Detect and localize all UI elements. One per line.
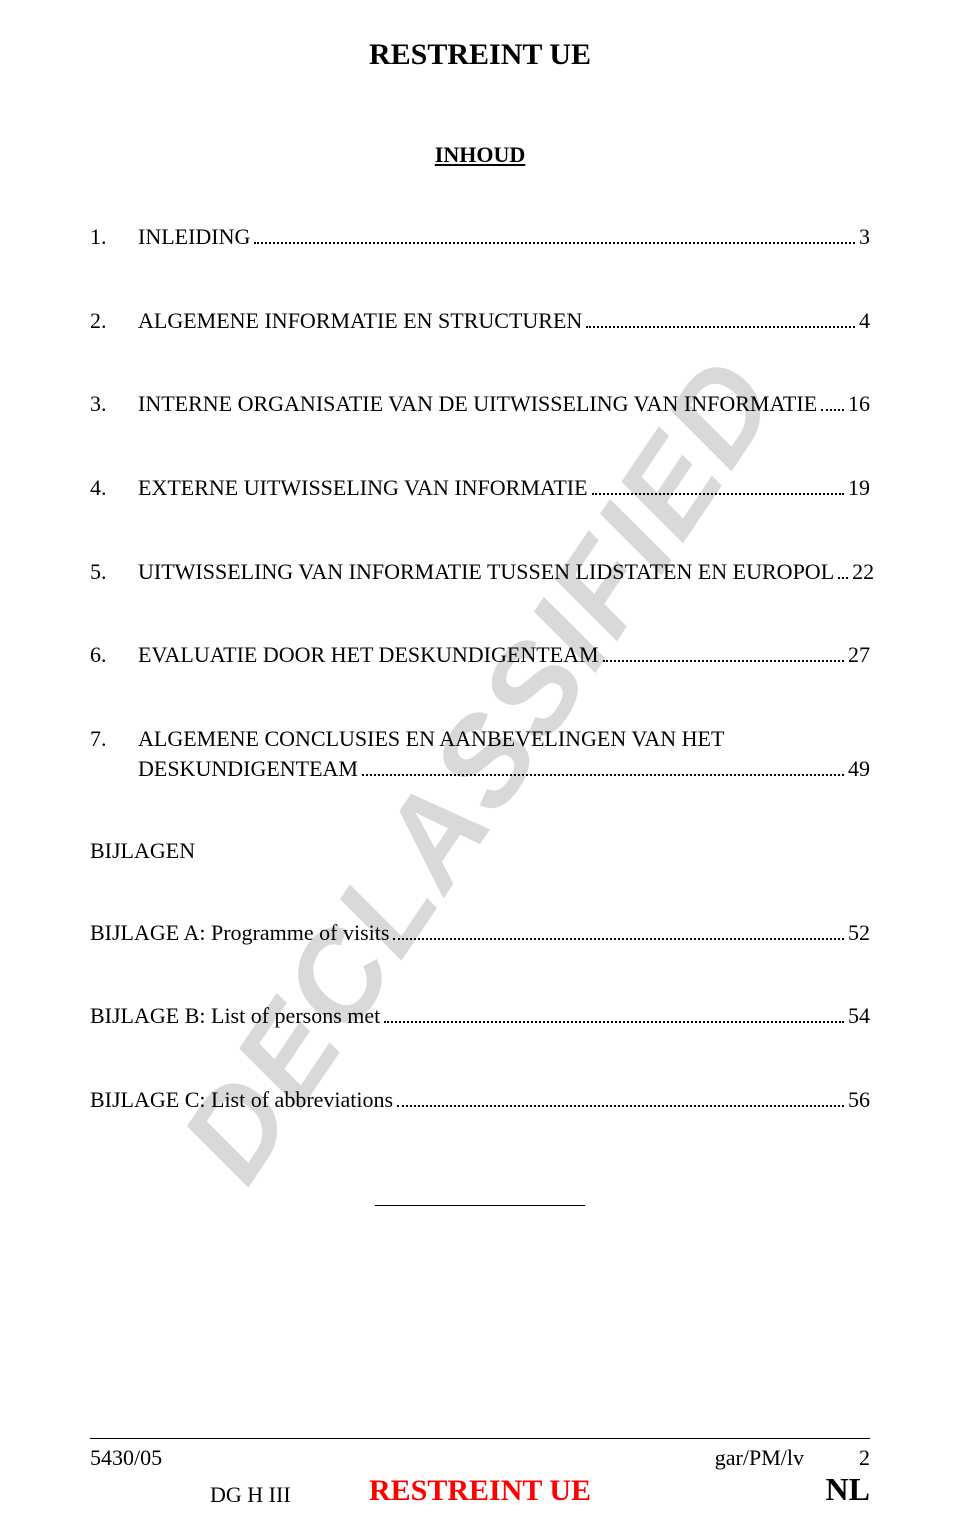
toc-entry-page: 27 (848, 640, 870, 670)
toc-entry-page: 16 (848, 389, 870, 419)
toc-entry: 5. UITWISSELING VAN INFORMATIE TUSSEN LI… (90, 557, 870, 587)
footer-doc-ref: 5430/05 (90, 1445, 369, 1471)
toc-leader-dots (838, 577, 848, 579)
toc-leader-dots (586, 326, 855, 328)
toc-entry-num: 2. (90, 306, 138, 336)
header-classification: RESTREINT UE (90, 38, 870, 72)
toc-leader-dots (384, 1021, 844, 1023)
toc-entry-page: 3 (859, 222, 870, 252)
annex-entry-text: BIJLAGE B: List of persons met (90, 1001, 380, 1031)
toc-entry-num: 7. (90, 724, 138, 754)
toc-entry: 7. ALGEMENE CONCLUSIES EN AANBEVELINGEN … (90, 724, 870, 783)
toc-entry-num: 6. (90, 640, 138, 670)
annex-entry: BIJLAGE B: List of persons met 54 (90, 1001, 870, 1031)
toc-leader-dots (603, 660, 844, 662)
annex-entry: BIJLAGE A: Programme of visits 52 (90, 918, 870, 948)
toc-entry: 2. ALGEMENE INFORMATIE EN STRUCTUREN 4 (90, 306, 870, 336)
footer-page-number: 2 (859, 1445, 870, 1470)
toc-leader-dots (362, 774, 844, 776)
annex-entry-page: 54 (848, 1001, 870, 1031)
toc-entry: 4. EXTERNE UITWISSELING VAN INFORMATIE 1… (90, 473, 870, 503)
toc-leader-dots (821, 409, 844, 411)
footer-classification: RESTREINT UE (369, 1474, 591, 1508)
toc-entry-page: 4 (859, 306, 870, 336)
toc-entry-num: 4. (90, 473, 138, 503)
footer-rule (90, 1438, 870, 1439)
toc-entry-text: EVALUATIE DOOR HET DESKUNDIGENTEAM (138, 640, 599, 670)
toc-leader-dots (254, 242, 855, 244)
toc-entry-text: EXTERNE UITWISSELING VAN INFORMATIE (138, 473, 588, 503)
toc-leader-dots (393, 938, 844, 940)
annex-entry-text: BIJLAGE A: Programme of visits (90, 918, 389, 948)
toc: 1. INLEIDING 3 2. ALGEMENE INFORMATIE EN… (90, 222, 870, 1115)
toc-entry: 6. EVALUATIE DOOR HET DESKUNDIGENTEAM 27 (90, 640, 870, 670)
toc-entry-text: UITWISSELING VAN INFORMATIE TUSSEN LIDST… (138, 557, 834, 587)
toc-entry: 1. INLEIDING 3 (90, 222, 870, 252)
page-content: RESTREINT UE INHOUD 1. INLEIDING 3 2. AL… (90, 38, 870, 1206)
annex-entry-text: BIJLAGE C: List of abbreviations (90, 1085, 393, 1115)
annex-entry: BIJLAGE C: List of abbreviations 56 (90, 1085, 870, 1115)
toc-entry-page: 49 (848, 754, 870, 784)
footer-dg: DG H III (90, 1482, 369, 1508)
footer-initials: gar/PM/lv (715, 1445, 804, 1470)
annex-entry-page: 56 (848, 1085, 870, 1115)
annex-entry-page: 52 (848, 918, 870, 948)
separator-rule (375, 1205, 585, 1206)
toc-entry-num: 5. (90, 557, 138, 587)
toc-leader-dots (592, 493, 844, 495)
toc-entry-num: 3. (90, 389, 138, 419)
toc-entry-page: 19 (848, 473, 870, 503)
toc-title: INHOUD (90, 142, 870, 168)
toc-entry-text: ALGEMENE INFORMATIE EN STRUCTUREN (138, 306, 582, 336)
toc-leader-dots (397, 1105, 844, 1107)
page-footer: 5430/05 gar/PM/lv 2 DG H III RESTREINT U… (90, 1438, 870, 1508)
toc-entry-page: 22 (852, 557, 874, 587)
toc-entry-text-line1: ALGEMENE CONCLUSIES EN AANBEVELINGEN VAN… (138, 724, 870, 754)
toc-entry-text-line2: DESKUNDIGENTEAM (138, 754, 358, 784)
toc-entry: 3. INTERNE ORGANISATIE VAN DE UITWISSELI… (90, 389, 870, 419)
toc-entry-text: INTERNE ORGANISATIE VAN DE UITWISSELING … (138, 389, 817, 419)
footer-language: NL (591, 1471, 870, 1508)
toc-entry-text: INLEIDING (138, 222, 250, 252)
toc-entry-num: 1. (90, 222, 138, 252)
annexes-label: BIJLAGEN (90, 838, 870, 864)
